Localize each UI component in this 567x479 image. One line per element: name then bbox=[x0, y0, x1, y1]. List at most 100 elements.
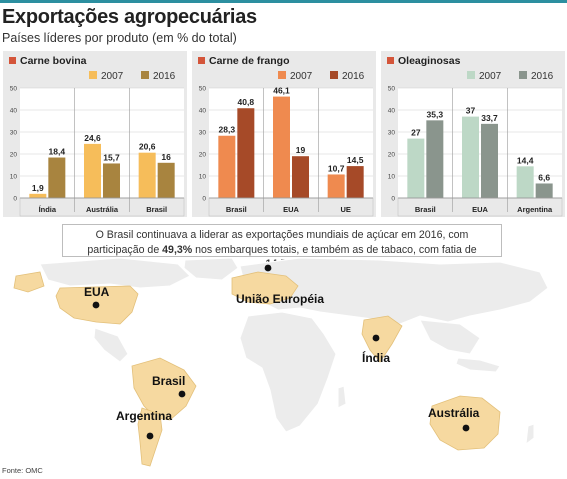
y-tick-label-30: 30 bbox=[10, 130, 18, 137]
chart-oleaginosas: Oleaginosas 2007 2016 0 10 20 30 40 50 27 35,3 Bras… bbox=[387, 55, 563, 217]
bar-eua-2007 bbox=[273, 96, 290, 198]
bar-india-2016 bbox=[48, 157, 66, 198]
bar-eua-2016 bbox=[481, 123, 498, 198]
land-southeast-asia bbox=[419, 319, 481, 355]
x-tick-label-australia: Austrália bbox=[86, 205, 119, 214]
x-axis-label-band bbox=[208, 197, 374, 217]
bar-brasil-2016 bbox=[426, 120, 444, 198]
bar-argentina-2007 bbox=[516, 166, 534, 198]
marker-brasil bbox=[178, 390, 186, 398]
data-label-brasil-2016: 40,8 bbox=[238, 97, 255, 107]
land-india bbox=[361, 315, 403, 363]
bar-brasil-2007 bbox=[407, 138, 425, 198]
data-label-australia-2016: 15,7 bbox=[103, 152, 120, 162]
y-tick-label-20: 20 bbox=[388, 152, 396, 159]
land-eurasia bbox=[239, 258, 549, 325]
legend-label-2007: 2007 bbox=[290, 71, 313, 82]
map-label-india: Índia bbox=[362, 350, 390, 365]
map-highlighted-countries bbox=[13, 271, 501, 467]
data-label-eua-2007: 46,1 bbox=[273, 86, 290, 96]
x-tick-label-eua: EUA bbox=[472, 205, 488, 214]
y-tick-label-10: 10 bbox=[199, 174, 207, 181]
x-tick-label-ue: UE bbox=[340, 205, 350, 214]
land-uniao-europeia bbox=[231, 271, 299, 305]
land-australia bbox=[429, 395, 501, 451]
y-tick-label-20: 20 bbox=[199, 152, 207, 159]
data-label-india-2007: 1,9 bbox=[32, 183, 44, 193]
y-tick-label-40: 40 bbox=[199, 108, 207, 115]
y-tick-label-40: 40 bbox=[388, 108, 396, 115]
page-title: Exportações agropecuárias bbox=[2, 6, 257, 28]
data-label-australia-2007: 24,6 bbox=[84, 133, 101, 143]
legend-label-2007: 2007 bbox=[479, 71, 502, 82]
y-tick-label-10: 10 bbox=[388, 174, 396, 181]
chart-title-bullet bbox=[9, 57, 16, 64]
land-brasil bbox=[131, 357, 197, 421]
y-tick-label-40: 40 bbox=[10, 108, 18, 115]
marker-uniao-europeia bbox=[264, 264, 272, 272]
y-tick-label-0: 0 bbox=[202, 196, 206, 203]
world-map: EUA União Européia Índia Brasil Argentin… bbox=[13, 258, 549, 467]
y-tick-label-50: 50 bbox=[10, 86, 18, 93]
data-label-brasil-2007: 27 bbox=[411, 128, 421, 138]
chart-title: Carne bovina bbox=[20, 55, 87, 67]
bar-brasil-2007 bbox=[138, 152, 156, 198]
bar-brasil-2007 bbox=[218, 135, 236, 198]
data-label-india-2016: 18,4 bbox=[49, 147, 66, 157]
plot-area bbox=[209, 88, 373, 198]
legend-label-2007: 2007 bbox=[101, 71, 124, 82]
chart-carne-bovina: Carne bovina 2007 2016 0 10 20 30 40 50 1,9 18,4 Ín… bbox=[9, 55, 185, 217]
y-tick-label-30: 30 bbox=[388, 130, 396, 137]
map-label-argentina: Argentina bbox=[116, 409, 172, 423]
legend-label-2016: 2016 bbox=[342, 71, 365, 82]
chart-title: Oleaginosas bbox=[398, 55, 461, 67]
marker-india bbox=[372, 334, 380, 342]
y-tick-label-50: 50 bbox=[388, 86, 396, 93]
chart-title: Carne de frango bbox=[209, 55, 290, 67]
note-highlight-sugar: 49,3% bbox=[162, 243, 193, 256]
marker-argentina bbox=[146, 432, 154, 440]
bar-ue-2016 bbox=[346, 166, 364, 198]
legend-label-2016: 2016 bbox=[531, 71, 554, 82]
data-label-brasil-2016: 35,3 bbox=[427, 109, 444, 119]
x-tick-label-brasil: Brasil bbox=[146, 205, 167, 214]
data-label-argentina-2016: 6,6 bbox=[538, 172, 550, 182]
data-label-eua-2016: 19 bbox=[296, 145, 306, 155]
map-country-labels: EUA União Européia Índia Brasil Argentin… bbox=[84, 285, 480, 423]
data-label-ue-2016: 14,5 bbox=[347, 155, 364, 165]
chart-panel-oleaginosas: Oleaginosas 2007 2016 0 10 20 30 40 50 27 35,3 Bras… bbox=[381, 51, 565, 217]
y-tick-label-0: 0 bbox=[391, 196, 395, 203]
x-axis-label-band bbox=[19, 197, 185, 217]
bar-argentina-2016 bbox=[535, 183, 553, 198]
x-tick-label-argentina: Argentina bbox=[517, 205, 553, 214]
legend-swatch-2016 bbox=[330, 71, 338, 79]
legend-swatch-2007 bbox=[467, 71, 475, 79]
legend-swatch-2016 bbox=[141, 71, 149, 79]
y-tick-label-30: 30 bbox=[199, 130, 207, 137]
bar-brasil-2016 bbox=[157, 162, 175, 198]
bar-australia-2016 bbox=[103, 163, 120, 198]
land-central-america bbox=[93, 327, 129, 363]
data-label-eua-2007: 37 bbox=[466, 106, 476, 116]
data-label-brasil-2007: 28,3 bbox=[219, 125, 236, 135]
data-label-argentina-2007: 14,4 bbox=[517, 155, 534, 165]
chart-title-bullet bbox=[387, 57, 394, 64]
chart-panel-carne-de-frango: Carne de frango 2007 2016 0 10 20 30 40 50 28,3 40… bbox=[192, 51, 376, 217]
map-label-brasil: Brasil bbox=[152, 374, 185, 388]
bar-india-2007 bbox=[29, 193, 47, 198]
data-label-ue-2007: 10,7 bbox=[328, 163, 345, 173]
chart-panel-carne-bovina: Carne bovina 2007 2016 0 10 20 30 40 50 1,9 18,4 Ín… bbox=[3, 51, 187, 217]
legend-label-2016: 2016 bbox=[153, 71, 176, 82]
y-tick-label-20: 20 bbox=[10, 152, 18, 159]
land-canada bbox=[39, 258, 191, 289]
map-base-land bbox=[39, 258, 549, 446]
bar-eua-2007 bbox=[462, 116, 479, 198]
y-tick-label-50: 50 bbox=[199, 86, 207, 93]
marker-australia bbox=[462, 424, 470, 432]
bar-brasil-2016 bbox=[237, 108, 255, 198]
note-text-1: O Brasil continuava a liderar as exporta… bbox=[87, 229, 469, 256]
land-greenland bbox=[183, 258, 239, 281]
x-tick-label-eua: EUA bbox=[283, 205, 299, 214]
y-tick-label-10: 10 bbox=[10, 174, 18, 181]
bar-ue-2007 bbox=[327, 174, 345, 198]
